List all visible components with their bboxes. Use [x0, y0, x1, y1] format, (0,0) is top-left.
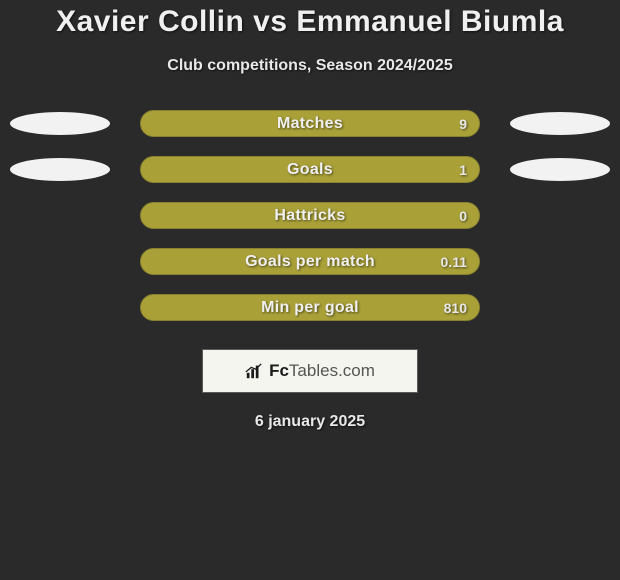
stat-label: Hattricks: [274, 207, 345, 225]
comparison-card: Xavier Collin vs Emmanuel Biumla Club co…: [0, 0, 620, 431]
stat-bar: Min per goal 810: [140, 294, 480, 321]
stat-row: Matches 9: [0, 110, 620, 137]
stat-row: Goals per match 0.11: [0, 248, 620, 275]
player-left-marker: [10, 158, 110, 181]
stat-value: 1: [459, 162, 467, 178]
player-right-marker: [510, 158, 610, 181]
stat-bar: Matches 9: [140, 110, 480, 137]
stat-row: Goals 1: [0, 156, 620, 183]
stat-label: Min per goal: [261, 299, 359, 317]
stat-label: Goals: [287, 161, 333, 179]
stat-row: Hattricks 0: [0, 202, 620, 229]
stat-label: Goals per match: [245, 253, 375, 271]
fctables-logo[interactable]: FcTables.com: [202, 349, 418, 393]
player-right-marker: [510, 112, 610, 135]
stat-bar: Goals per match 0.11: [140, 248, 480, 275]
logo-text: FcTables.com: [269, 361, 375, 381]
page-title: Xavier Collin vs Emmanuel Biumla: [0, 5, 620, 39]
stat-row: Min per goal 810: [0, 294, 620, 321]
stat-value: 810: [444, 300, 467, 316]
stat-label: Matches: [277, 115, 343, 133]
stat-bar: Hattricks 0: [140, 202, 480, 229]
stat-value: 0: [459, 208, 467, 224]
stat-value: 0.11: [441, 254, 467, 270]
subtitle: Club competitions, Season 2024/2025: [0, 57, 620, 75]
player-left-marker: [10, 112, 110, 135]
stat-rows: Matches 9 Goals 1 Hattricks 0 Goals per match 0…: [0, 110, 620, 321]
logo-rest: Tables.com: [289, 361, 375, 380]
stat-value: 9: [459, 116, 467, 132]
logo-brand: Fc: [269, 361, 289, 380]
date-label: 6 january 2025: [0, 413, 620, 431]
stat-bar: Goals 1: [140, 156, 480, 183]
bar-chart-icon: [245, 362, 263, 380]
